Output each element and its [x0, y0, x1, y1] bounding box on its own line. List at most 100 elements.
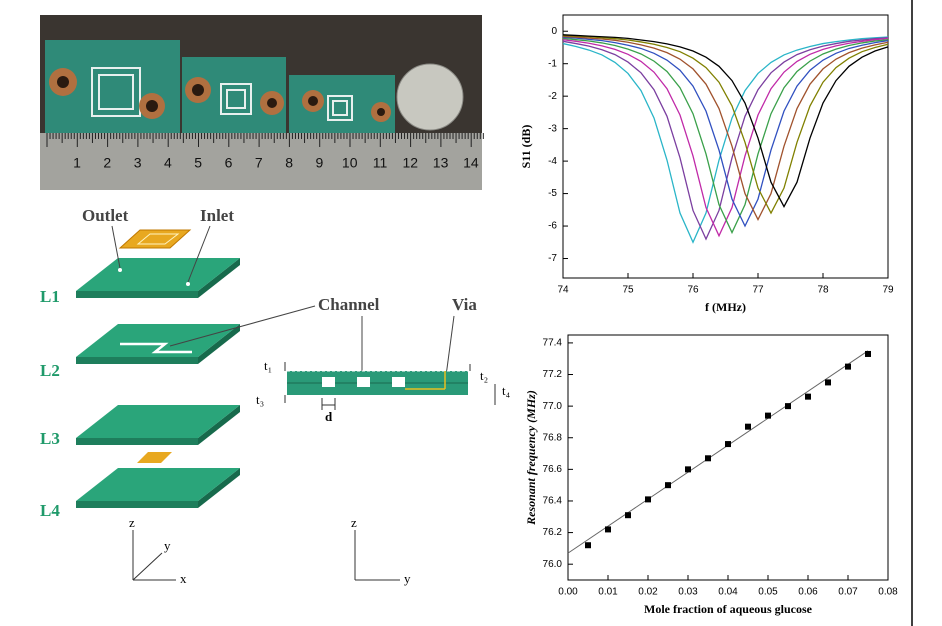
axis-icon-label: x — [180, 571, 187, 586]
x-axis-label: Mole fraction of aqueous glucose — [644, 602, 813, 616]
x-tick-label: 78 — [817, 285, 829, 296]
point — [625, 512, 631, 519]
ruler-label: 8 — [285, 155, 293, 171]
label: Outlet — [82, 206, 129, 225]
y-tick-label: -1 — [548, 58, 557, 69]
label: Inlet — [200, 206, 234, 225]
ruler-label: 9 — [316, 155, 324, 171]
dim-label: t₁ — [264, 358, 272, 373]
y-tick-label: -3 — [548, 123, 557, 134]
coil — [91, 67, 353, 121]
x-tick-label: 76 — [687, 285, 699, 296]
ruler — [40, 133, 482, 190]
plate-top — [76, 258, 240, 291]
y-tick-label: 76.0 — [543, 559, 563, 570]
x-tick-label: 75 — [622, 285, 634, 296]
dim-label: t₃ — [256, 392, 264, 407]
point — [825, 379, 831, 386]
leaders — [111, 225, 455, 377]
cross-section — [284, 362, 496, 410]
x-tick-label: 0.06 — [798, 587, 818, 598]
point — [745, 423, 751, 430]
hole — [186, 282, 190, 286]
plot-frame — [567, 334, 889, 581]
point — [805, 393, 811, 400]
plate-front — [76, 291, 198, 298]
chip-coil — [136, 233, 180, 245]
x-tick-label: 0.04 — [718, 587, 738, 598]
dim-label: t₂ — [480, 368, 488, 383]
y-tick-label: -6 — [548, 221, 557, 232]
ruler-label: 1 — [73, 155, 81, 171]
y-tick-label: 76.8 — [543, 432, 563, 443]
x-tick-label: 0.00 — [558, 587, 578, 598]
y-tick-label: -7 — [548, 253, 557, 264]
plate-front — [76, 438, 198, 445]
line-series — [562, 37, 889, 235]
layer-label: L2 — [40, 361, 60, 380]
hole — [118, 268, 122, 272]
point — [685, 466, 691, 473]
x-tick-label: 0.02 — [638, 587, 658, 598]
y-tick-label: 77.2 — [543, 369, 563, 380]
plate-top — [76, 468, 240, 501]
ruler-label: 5 — [194, 155, 202, 171]
plate-side — [198, 405, 240, 445]
point — [705, 455, 711, 462]
line-series — [562, 36, 889, 228]
plate-front — [76, 501, 198, 508]
line-series — [562, 37, 889, 238]
chip — [118, 229, 192, 249]
point — [585, 542, 591, 549]
photo — [40, 15, 484, 190]
plate-top — [76, 405, 240, 438]
point — [865, 350, 871, 357]
label: Via — [452, 295, 477, 314]
x-tick-label: 74 — [557, 285, 569, 296]
x-tick-label: 0.07 — [838, 587, 858, 598]
axis-icon-label: z — [351, 515, 357, 530]
layer-label: L3 — [40, 429, 60, 448]
y-axis-label: Resonant frequency (MHz) — [524, 390, 538, 526]
x-axis-label: f (MHz) — [705, 300, 746, 314]
ruler-label: 2 — [103, 155, 111, 171]
axis-icon-label: y — [164, 538, 171, 553]
y-tick-label: 77.4 — [543, 338, 563, 349]
point — [605, 526, 611, 533]
tubes — [49, 68, 391, 122]
y-axis-label: S11 (dB) — [519, 125, 533, 169]
layers — [76, 258, 240, 508]
y-tick-label: -4 — [548, 156, 557, 167]
plate-side — [198, 324, 240, 364]
dim-label: t₄ — [502, 383, 511, 398]
y-tick-label: 76.6 — [543, 464, 563, 475]
y-tick-label: 77.0 — [543, 401, 563, 412]
y-tick-label: 76.2 — [543, 527, 563, 538]
y-tick-label: -5 — [548, 188, 557, 199]
ruler-label: 11 — [373, 155, 388, 171]
point — [845, 363, 851, 370]
line-series — [562, 36, 889, 244]
line-series — [562, 34, 889, 208]
x-tick-label: 0.01 — [598, 587, 618, 598]
x-tick-label: 0.05 — [758, 587, 778, 598]
point — [765, 412, 771, 419]
ruler-label: 12 — [403, 155, 419, 171]
line-series — [562, 37, 889, 241]
ruler-label: 3 — [134, 155, 142, 171]
y-tick-label: 0 — [551, 26, 557, 37]
plate-top — [76, 324, 240, 357]
ruler-label: 13 — [433, 155, 449, 171]
ruler-label: 7 — [255, 155, 263, 171]
x-tick-label: 77 — [752, 285, 764, 296]
plot-frame — [562, 14, 889, 279]
x-tick-label: 0.08 — [878, 587, 898, 598]
point — [665, 482, 671, 489]
plate-front — [76, 357, 198, 364]
plate-side — [198, 258, 240, 298]
point — [725, 441, 731, 448]
fit-line — [567, 350, 869, 554]
ruler-label: 6 — [225, 155, 233, 171]
ruler-label: 4 — [164, 155, 172, 171]
